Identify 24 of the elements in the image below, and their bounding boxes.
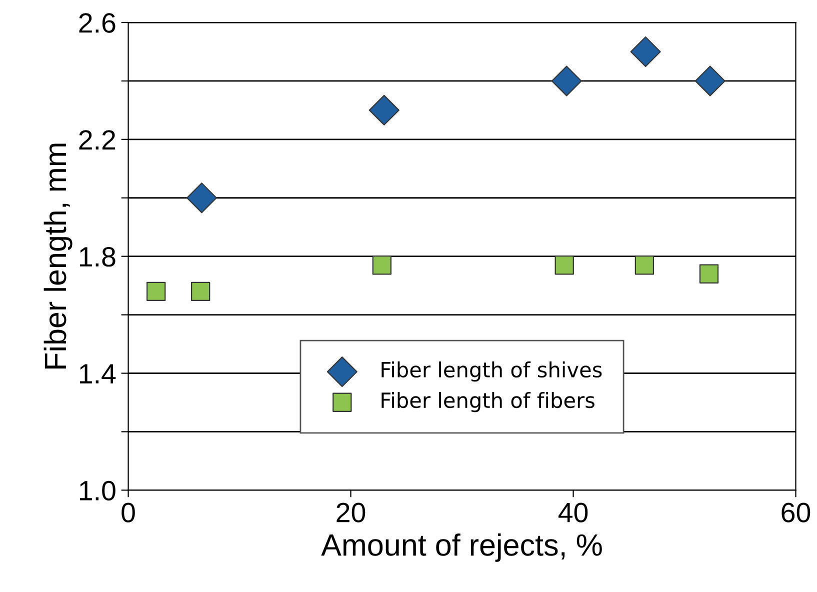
point xyxy=(191,282,210,301)
point xyxy=(146,282,166,301)
x-tick-label: 20 xyxy=(336,502,366,522)
y-tick-label: 2.6 xyxy=(79,13,116,33)
x-tick-label: 40 xyxy=(558,502,588,522)
y-tick-label: 2.2 xyxy=(79,130,116,150)
point xyxy=(554,256,574,275)
point xyxy=(186,182,217,214)
y-axis-title: Fiber length, mm xyxy=(44,144,72,368)
y-tick-label: 1.4 xyxy=(80,364,116,384)
x-tick-label: 0 xyxy=(122,502,135,522)
point xyxy=(372,256,392,275)
point xyxy=(368,94,400,126)
y-tick-label: 1.0 xyxy=(80,480,116,501)
point xyxy=(551,66,582,96)
legend-label: Fiber length of shives xyxy=(382,361,602,382)
legend-label: Fiber length of fibers xyxy=(382,392,594,412)
point xyxy=(694,66,726,96)
y-tick-label: 1.8 xyxy=(80,247,116,267)
x-axis-title: Amount of rejects, % xyxy=(321,533,602,562)
point xyxy=(634,256,654,275)
point xyxy=(630,36,661,68)
x-tick-label: 60 xyxy=(782,502,810,522)
point xyxy=(699,264,719,284)
